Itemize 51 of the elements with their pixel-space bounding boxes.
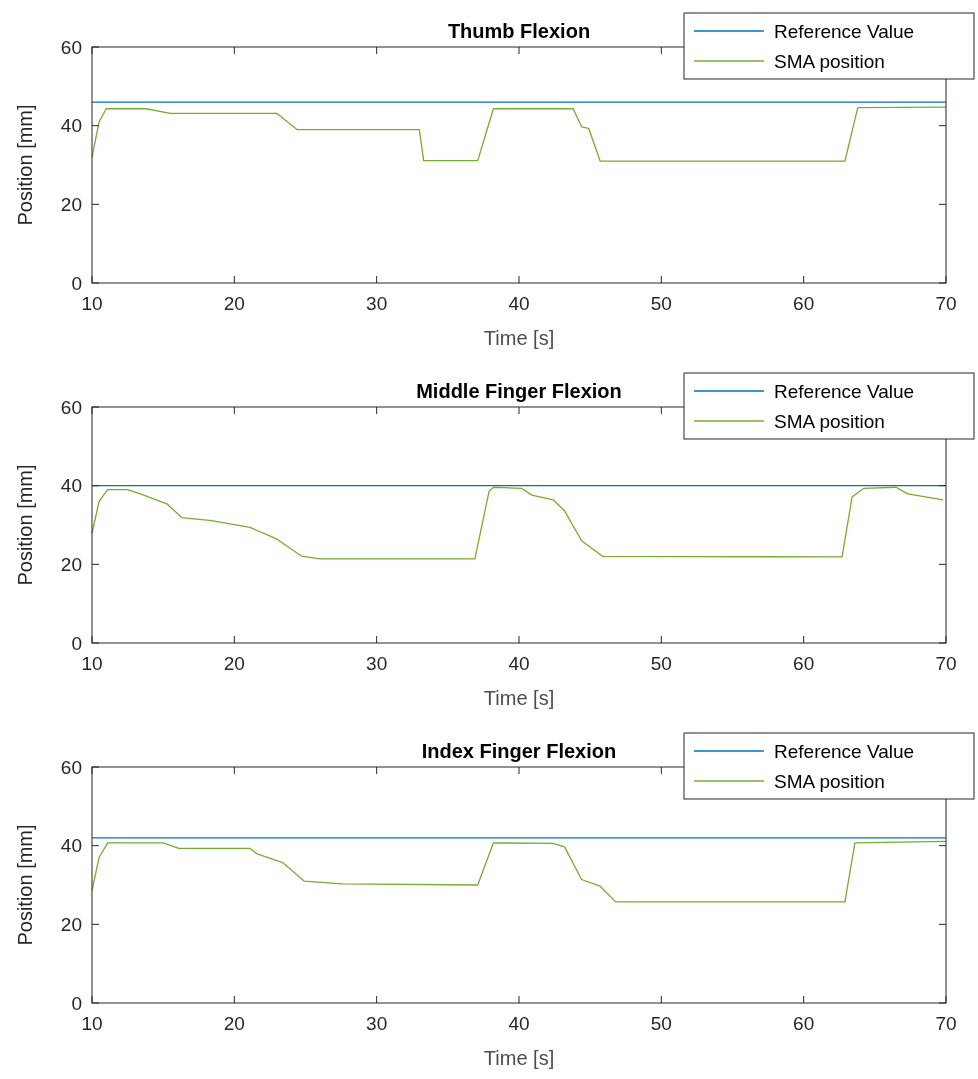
chart-title: Index Finger Flexion (421, 740, 617, 762)
y-tick-label: 20 (60, 913, 82, 935)
y-tick-label: 20 (60, 553, 82, 575)
x-tick-label: 30 (366, 653, 388, 674)
y-axis-title: Position [mm] (14, 104, 36, 226)
legend-label: Reference Value (774, 740, 915, 762)
x-tick-label: 40 (508, 653, 530, 674)
x-tick-label: 60 (793, 653, 815, 674)
x-tick-label: 60 (793, 293, 815, 314)
y-tick-label: 40 (60, 835, 82, 857)
line-series (91, 106, 947, 162)
x-tick-label: 50 (650, 1013, 672, 1034)
legend-label: SMA position (774, 50, 885, 72)
x-tick-label: 60 (793, 1013, 815, 1034)
x-tick-label: 10 (81, 653, 103, 674)
x-tick-label: 50 (650, 293, 672, 314)
x-tick-label: 70 (935, 1013, 957, 1034)
chart-title: Thumb Flexion (447, 20, 591, 42)
y-tick-label: 60 (60, 36, 82, 58)
y-tick-label: 60 (60, 396, 82, 418)
x-axis-title: Time [s] (483, 327, 555, 349)
x-tick-label: 40 (508, 1013, 530, 1034)
chart-title: Middle Finger Flexion (416, 380, 622, 402)
x-tick-label: 20 (223, 1013, 245, 1034)
x-tick-label: 20 (223, 293, 245, 314)
y-tick-label: 0 (71, 632, 82, 654)
x-tick-label: 30 (366, 1013, 388, 1034)
legend-label: SMA position (774, 770, 885, 792)
x-axis-title: Time [s] (483, 1047, 555, 1069)
x-tick-label: 30 (366, 293, 388, 314)
y-tick-label: 40 (60, 115, 82, 137)
y-axis-title: Position [mm] (14, 824, 36, 946)
legend-label: Reference Value (774, 20, 915, 42)
x-tick-label: 70 (935, 653, 957, 674)
x-tick-label: 10 (81, 1013, 103, 1034)
x-tick-label: 10 (81, 293, 103, 314)
x-tick-label: 70 (935, 293, 957, 314)
y-tick-label: 0 (71, 992, 82, 1014)
line-series (91, 840, 947, 903)
x-tick-label: 40 (508, 293, 530, 314)
x-tick-label: 20 (223, 653, 245, 674)
y-tick-label: 60 (60, 756, 82, 778)
line-series (91, 486, 944, 560)
y-tick-label: 0 (71, 272, 82, 294)
legend-label: SMA position (774, 410, 885, 432)
y-tick-label: 20 (60, 193, 82, 215)
y-axis-title: Position [mm] (14, 464, 36, 586)
x-axis-title: Time [s] (483, 687, 555, 709)
y-tick-label: 40 (60, 475, 82, 497)
x-tick-label: 50 (650, 653, 672, 674)
legend-label: Reference Value (774, 380, 915, 402)
